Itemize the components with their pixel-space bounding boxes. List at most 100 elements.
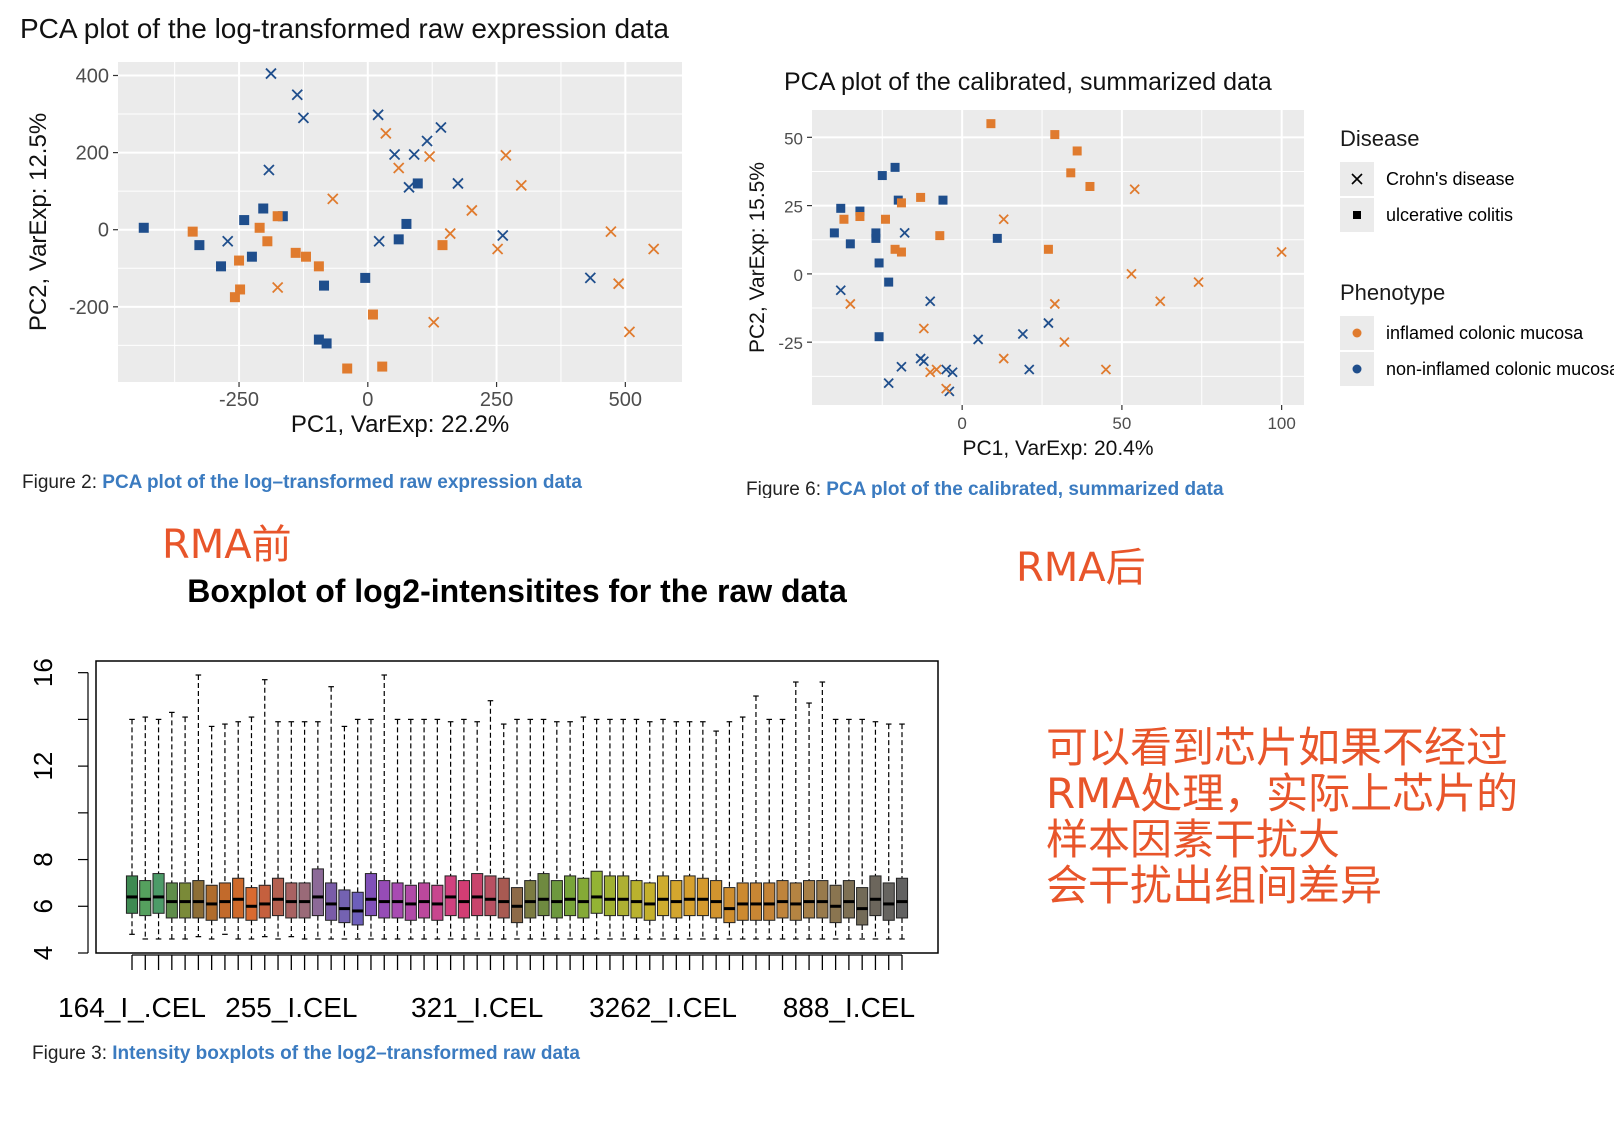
box	[537, 873, 550, 917]
box	[617, 875, 630, 917]
point-crohns	[845, 298, 856, 310]
box	[842, 880, 855, 919]
point-crohns	[899, 227, 910, 239]
x-tick-label: 50	[1112, 414, 1131, 433]
annotation-note-line-3: 样本因素干扰大	[1046, 815, 1341, 864]
y-tick-label: -200	[69, 297, 109, 319]
box	[869, 875, 882, 917]
point-crohns	[408, 148, 420, 161]
point-uc	[254, 222, 265, 233]
box	[590, 870, 603, 914]
point-uc	[986, 119, 996, 129]
box	[856, 887, 869, 926]
box	[550, 880, 563, 919]
figure3-caption-prefix: Figure 3:	[32, 1043, 107, 1064]
y-tick-label: 0	[98, 220, 109, 242]
point-uc	[938, 195, 948, 205]
box	[895, 877, 909, 919]
box	[338, 889, 351, 924]
box	[497, 877, 510, 919]
box	[683, 875, 696, 917]
box	[457, 880, 470, 919]
point-uc	[412, 178, 423, 189]
x-tick-label: 0	[957, 414, 966, 433]
point-crohns	[435, 121, 447, 134]
point-uc	[890, 162, 900, 172]
y-axis-label: PC2, VarExp: 15.5%	[746, 162, 769, 353]
point-uc	[1050, 130, 1060, 140]
figure3-caption-link[interactable]: Intensity boxplots of the log2–transform…	[112, 1043, 580, 1064]
point-crohns	[222, 235, 234, 247]
point-crohns	[918, 356, 929, 367]
y-tick-label: 50	[784, 129, 803, 148]
y-tick-label: 12	[28, 752, 58, 781]
point-crohns	[998, 353, 1009, 364]
box	[192, 880, 205, 919]
point-crohns	[1155, 296, 1166, 307]
point-crohns	[500, 149, 512, 161]
legend-label-uc: ulcerative colitis	[1386, 205, 1514, 225]
point-crohns	[466, 204, 478, 217]
point-uc	[874, 258, 884, 268]
box	[577, 877, 590, 919]
point-uc	[1085, 181, 1095, 191]
x-tick-label: 500	[609, 389, 642, 411]
x-tick-label: -250	[219, 389, 259, 411]
box	[789, 882, 802, 921]
point-uc	[855, 212, 865, 222]
point-uc	[313, 261, 324, 272]
box	[603, 875, 617, 917]
point-uc	[367, 309, 378, 320]
y-tick-label: -25	[778, 334, 803, 353]
point-crohns	[584, 272, 596, 284]
legend-label-inflamed: inflamed colonic mucosa	[1386, 323, 1584, 343]
point-crohns	[941, 364, 952, 375]
box	[524, 880, 537, 919]
point-uc	[229, 292, 240, 303]
x-mark-icon	[1351, 173, 1363, 185]
point-crohns	[835, 285, 846, 296]
point-crohns	[373, 235, 385, 247]
y-tick-label: 25	[784, 198, 803, 217]
legend-phenotype-title: Phenotype	[1340, 280, 1446, 305]
y-tick-label: 4	[28, 946, 58, 960]
box	[125, 875, 139, 914]
square-icon	[1353, 211, 1361, 219]
figure6-caption-link[interactable]: PCA plot of the calibrated, summarized d…	[826, 479, 1224, 498]
point-uc	[377, 361, 388, 372]
point-crohns	[372, 109, 384, 121]
point-uc	[194, 240, 205, 251]
y-tick-label: 400	[76, 65, 109, 87]
point-uc	[855, 206, 865, 216]
annotation-note-line-2: RMA处理，实际上芯片的	[1046, 769, 1519, 818]
box	[258, 884, 271, 919]
y-axis-label: PC2, VarExp: 12.5%	[25, 113, 52, 331]
point-crohns	[1100, 364, 1112, 375]
point-crohns	[515, 179, 527, 192]
point-crohns	[428, 316, 440, 328]
point-uc	[272, 211, 283, 222]
box	[271, 877, 285, 917]
box	[670, 880, 683, 919]
x-tick-label: 3262_I.CEL	[589, 992, 737, 1023]
box	[882, 882, 895, 921]
pca-calibrated-chart: PCA plot of the calibrated, summarized d…	[746, 68, 1304, 460]
annotation-before-rma: RMA前	[162, 522, 292, 568]
annotation-note-line-1: 可以看到芯片如果不经过	[1046, 725, 1509, 772]
box	[245, 887, 258, 921]
box	[630, 880, 643, 919]
chart-title: PCA plot of the calibrated, summarized d…	[784, 68, 1272, 96]
point-crohns	[263, 164, 275, 176]
point-uc	[290, 247, 301, 258]
point-crohns	[444, 227, 456, 240]
box	[364, 873, 378, 917]
point-crohns	[1049, 298, 1060, 310]
x-tick-label: 164_I_.CEL	[58, 992, 206, 1023]
point-crohns	[393, 162, 405, 174]
y-tick-label: 16	[28, 658, 58, 687]
point-uc	[829, 228, 839, 238]
figure2-caption-link[interactable]: PCA plot of the log–transformed raw expr…	[102, 472, 582, 493]
point-crohns	[421, 135, 433, 147]
point-uc	[277, 211, 288, 222]
legend-disease-title: Disease	[1340, 126, 1420, 151]
